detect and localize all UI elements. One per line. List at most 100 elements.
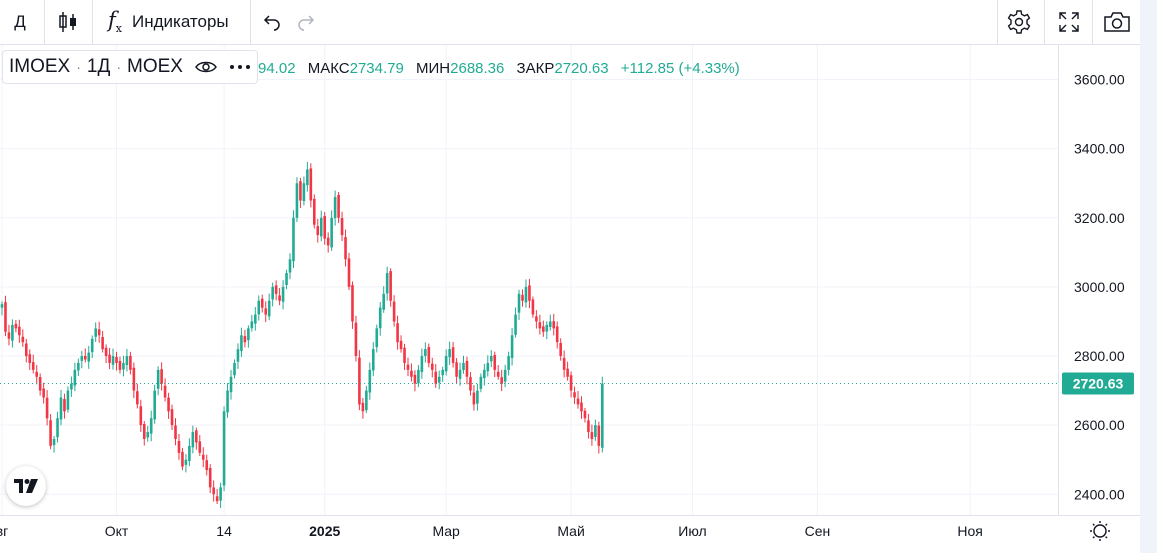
candle-body [517,293,521,313]
candle-body [319,217,323,237]
last-price-label: 2720.63 [1062,372,1134,395]
price-axis-label: 2800.00 [1074,348,1125,364]
candle-body [83,355,87,360]
candle-body [524,286,528,303]
time-axis-settings-button[interactable] [1090,521,1110,541]
candle-body [21,336,25,343]
candle-body [424,349,427,356]
candle-body [219,487,222,501]
candle-body [323,216,327,239]
last-price-text: 2720.63 [1073,375,1124,391]
candle-body [521,294,524,301]
fullscreen-button[interactable] [1050,0,1088,44]
symbol-exchange: MOEX [127,56,183,77]
candle-body [278,295,281,301]
toolbar-divider [1044,0,1045,44]
candle-body [580,402,583,412]
candle-body [326,237,330,246]
indicators-button[interactable]: fx Индикаторы [100,0,250,44]
time-axis-label: Окт [105,523,129,539]
candle-body [302,183,306,202]
gear-icon [1007,10,1031,34]
candle-body [59,397,63,420]
redo-button[interactable] [292,0,320,44]
more-icon[interactable] [229,64,251,70]
price-chart[interactable]: 2400.00 2600.00 2800.00 3000.00 3200.00 3400.… [0,45,1140,553]
candle-body [528,285,531,301]
candle-body [403,347,406,363]
camera-icon [1104,12,1130,32]
symbol-legend[interactable]: IMOEX · 1Д · MOEX [2,50,258,84]
close-label: ЗАКР [516,60,555,77]
symbol-name[interactable]: IMOEX [9,56,71,77]
candle-body [181,451,184,467]
candle-body [208,468,212,488]
candle-body [236,349,240,362]
candle-body [340,217,344,236]
candle-body [597,425,601,446]
candle-body [368,369,372,393]
candle-body [427,347,431,363]
candle-body [465,360,469,377]
time-axis-label: 14 [216,523,232,539]
candle-body [569,375,573,391]
candle-body [101,336,104,350]
tradingview-logo[interactable] [6,466,46,506]
candle-body [299,181,302,201]
candle-body [174,425,177,439]
candle-body [479,376,483,389]
candle-body [11,324,14,341]
candle-body [153,390,156,420]
interval-button[interactable]: Д [0,0,40,44]
candle-body [472,392,476,405]
candle-body [115,356,118,363]
candle-body [28,354,32,363]
snapshot-button[interactable] [1098,0,1136,44]
candle-body [80,356,84,361]
candle-body [264,308,268,315]
candle-body [361,402,365,412]
candle-body [469,377,472,391]
candle-body [309,168,313,201]
candle-body [496,371,500,377]
candle-body [514,314,517,335]
candle-body [313,198,316,225]
candle-body [462,362,465,371]
candle-body [378,307,382,329]
top-toolbar: Д fx Индикаторы [0,0,1140,45]
chart-style-button[interactable] [50,0,86,44]
change-value: +112.85 (+4.33%) [620,60,740,77]
chart-area[interactable]: 2400.00 2600.00 2800.00 3000.00 3200.00 3400.… [0,45,1140,553]
candle-body [108,354,111,363]
candle-body [35,371,38,377]
candle-body [7,332,11,339]
candle-body [562,357,566,370]
candle-body [149,418,153,434]
time-axis[interactable]: вг Окт 14 2025 Мар Май Июл Сен Ноя [0,523,983,539]
candle-body [222,411,226,486]
close-value: 2720.63 [554,60,609,77]
undo-button[interactable] [258,0,286,44]
candle-body [354,322,358,357]
candle-body [167,397,170,412]
candle-body [344,237,347,260]
eye-icon[interactable] [195,60,217,74]
candle-body [254,314,257,324]
price-axis[interactable]: 2400.00 2600.00 2800.00 3000.00 3200.00 3400.… [1074,72,1125,503]
candle-body [385,273,389,294]
toolbar-divider [997,0,998,44]
candle-body [587,420,590,433]
candle-body [455,362,458,377]
toolbar-divider [44,0,45,44]
candle-body [538,322,542,329]
time-axis-label: Май [557,523,584,539]
candle-body [0,304,4,308]
toolbar-divider [1092,0,1093,44]
candle-body [49,420,52,446]
low-value: 2688.36 [450,60,505,77]
candle-body [42,388,45,398]
candle-body [601,383,604,448]
price-axis-label: 3600.00 [1074,72,1125,88]
high-value: 2734.79 [349,60,404,77]
settings-button[interactable] [1000,0,1038,44]
